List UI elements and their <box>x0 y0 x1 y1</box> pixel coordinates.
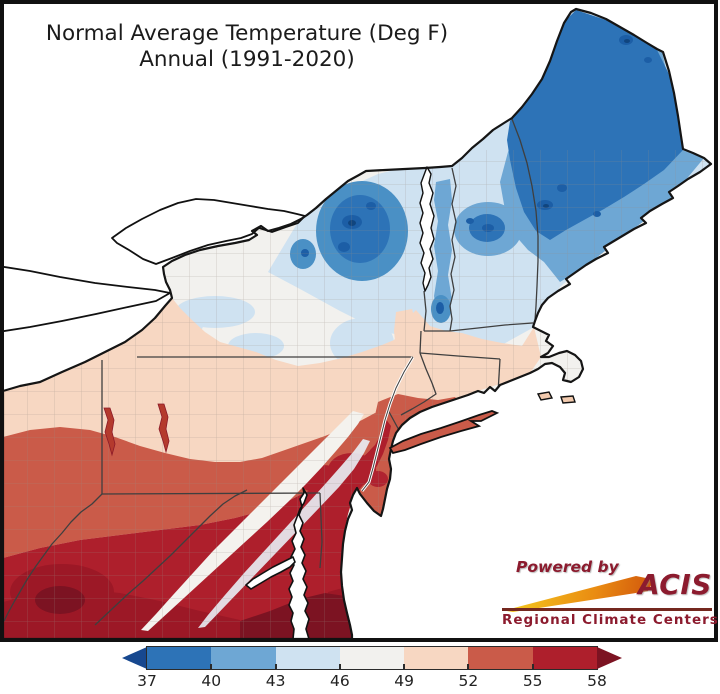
colorbar-tick-label: 52 <box>458 672 479 690</box>
colorbar-tick-label: 46 <box>330 672 350 690</box>
lake-champlain <box>419 166 435 292</box>
chesapeake-bay <box>245 487 310 639</box>
colorbar-segment <box>467 647 533 669</box>
potomac-river <box>245 556 296 590</box>
map-title-line1: Normal Average Temperature (Deg F) <box>45 21 449 46</box>
acis-swoosh-icon <box>504 576 654 612</box>
colorbar-segment <box>274 647 340 669</box>
colorbar-segment <box>147 647 212 669</box>
great-lakes <box>0 166 435 333</box>
temperature-bands <box>3 10 711 639</box>
colorbar-segment <box>210 647 276 669</box>
colorbar-segment <box>403 647 469 669</box>
acis-powered-by-text: Powered by <box>516 558 619 576</box>
acis-subtitle-text: Regional Climate Centers <box>502 612 719 628</box>
massachusetts-islands <box>536 391 576 404</box>
colorbar-segment <box>338 647 405 669</box>
colorbar-tick-label: 55 <box>522 672 543 690</box>
colorbar-segment <box>531 647 598 669</box>
colorbar-tick-label: 58 <box>587 672 607 690</box>
colorbar-tick-label: 37 <box>137 672 157 690</box>
long-island <box>388 410 500 455</box>
colorbar-tick-label: 49 <box>394 672 414 690</box>
finger-lakes <box>103 403 170 457</box>
state-boundaries <box>3 118 539 626</box>
colorbar-segments <box>145 646 599 670</box>
acis-wordmark: ACIS <box>638 568 712 601</box>
map-title: Normal Average Temperature (Deg F) Annua… <box>46 21 448 73</box>
map-title-line2: Annual (1991-2020) <box>139 46 355 72</box>
delaware-river-border <box>361 356 414 492</box>
colorbar-tick-label: 40 <box>201 672 222 690</box>
acis-logo: Powered by ACIS Regional Climate Centers <box>500 556 719 628</box>
colorbar-tick-label: 43 <box>265 672 286 690</box>
acis-divider-line <box>502 608 712 611</box>
lake-ontario <box>111 198 306 265</box>
lake-erie <box>0 265 171 333</box>
map-frame <box>0 0 718 642</box>
